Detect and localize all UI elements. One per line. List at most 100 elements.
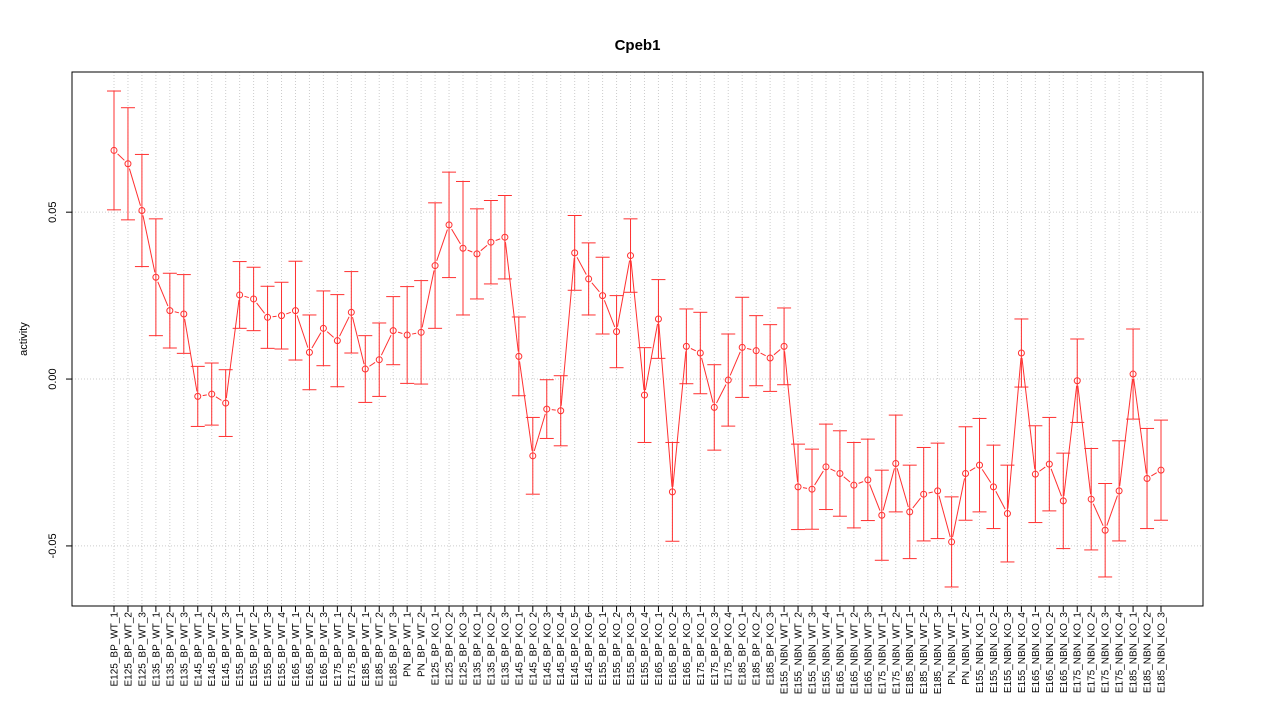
x-tick-label: E155_BP_WT_1 [235,612,246,687]
x-tick-label: E175_BP_WT_1 [333,612,344,687]
series-line-segment [912,497,921,509]
series-line-segment [286,311,291,315]
x-tick-label: E175_NBN_KO_4 [1115,612,1126,694]
series-line-segment [504,242,519,352]
series-line-segment [436,229,448,262]
series-line-segment [380,334,392,356]
x-tick-label: E175_BP_KO_4 [724,612,735,686]
x-tick-label: E145_BP_KO_4 [556,612,567,686]
series-line-segment [690,348,697,352]
x-tick-label: E135_BP_WT_2 [165,612,176,687]
data-point [1031,470,1039,478]
x-tick-label: E145_BP_KO_2 [528,612,539,686]
series-line-segment [644,323,659,391]
series-line-segment [1063,385,1078,496]
x-tick-label: E165_NBN_WT_1 [835,612,846,695]
x-tick-label: E175_NBN_WT_1 [877,612,888,695]
series-line-segment [311,332,322,349]
series-line-segment [1106,495,1118,526]
series-line-segment [773,349,781,356]
series-line-segment [701,357,714,403]
x-tick-label: E125_BP_WT_3 [137,612,148,687]
x-tick-label: E185_BP_KO_2 [752,612,763,686]
data-point [599,292,607,300]
x-tick-label: E145_BP_KO_6 [584,612,595,686]
x-tick-label: PN_BP_WT_1 [403,612,414,677]
data-point [780,342,788,350]
series-line-segment [495,238,501,241]
x-tick-label: E165_BP_KO_1 [654,612,665,686]
data-point [1157,466,1165,474]
x-tick-label: E155_BP_WT_4 [277,612,288,687]
series-line-segment [480,245,488,252]
series-line-segment [352,317,365,365]
series-line-segment [369,362,376,367]
series-line-segment [225,299,240,399]
x-tick-label: E165_BP_KO_2 [668,612,679,686]
plot-frame [71,71,1204,607]
series-line-segment [244,295,249,299]
x-tick-label: E135_BP_KO_2 [486,612,497,686]
y-tick-label: 0.00 [47,368,59,389]
x-tick-label: E145_BP_KO_3 [542,612,553,686]
series-line-segment [869,484,881,511]
data-point [1143,475,1151,483]
series-line-segment [630,260,645,391]
series-line-segment [576,257,587,275]
series-line-segment [981,469,992,483]
x-tick-label: E175_NBN_KO_1 [1073,612,1084,694]
series-line-segment [339,316,350,337]
series-line-segment [658,323,673,487]
data-point [1073,377,1081,385]
x-tick-label: E165_NBN_WT_2 [849,612,860,695]
data-point [766,354,774,362]
x-tick-label: E155_NBN_KO_4 [1017,612,1028,694]
y-axis: -0.05 0.00 0.05 [47,201,72,558]
x-tick-label: E145_BP_WT_2 [207,612,218,687]
series-line-segment [117,153,125,161]
x-tick-label: E165_BP_WT_2 [305,612,316,687]
series-line-segment [1092,503,1104,526]
data-point [361,365,369,373]
x-tick-label: E125_BP_WT_2 [123,612,134,687]
data-point [152,273,160,281]
data-point [668,488,676,496]
data-point [1003,510,1011,518]
series-line-segment [560,257,575,406]
series-line-segment [802,487,808,489]
x-tick-label: E185_NBN_WT_3 [933,612,944,695]
data-point [724,376,732,384]
data-point [710,403,718,411]
series-line-segment [202,394,207,397]
x-tick-label: E155_BP_WT_3 [263,612,274,687]
data-point [1129,370,1137,378]
series-line-segment [969,467,976,472]
x-tick-label: E165_NBN_KO_2 [1045,612,1056,694]
data-point [864,476,872,484]
series-line-segment [858,481,864,484]
series-line-segment [603,300,616,328]
series-line-segment [421,270,435,328]
x-tick-label: E155_BP_KO_2 [612,612,623,686]
data-point [738,343,746,351]
data-point [236,291,244,299]
x-tick-label: E155_NBN_WT_2 [794,612,805,695]
data-point [222,399,230,407]
x-tick-label: E135_BP_KO_1 [472,612,483,686]
series-line-segment [1077,385,1092,495]
series-line-segment [928,491,933,494]
data-point [264,313,272,321]
y-tick-label: 0.05 [47,201,59,222]
series-line-segment [519,361,533,451]
data-point [278,312,286,320]
series-line-segment [467,249,473,253]
series-line-segment [296,315,309,348]
data-point [822,463,830,471]
data-point [1115,487,1123,495]
data-point [138,207,146,215]
data-point [347,308,355,316]
series-line-segment [882,468,895,511]
x-tick-label: E175_BP_WT_2 [347,612,358,687]
series-line-segment [157,281,169,307]
